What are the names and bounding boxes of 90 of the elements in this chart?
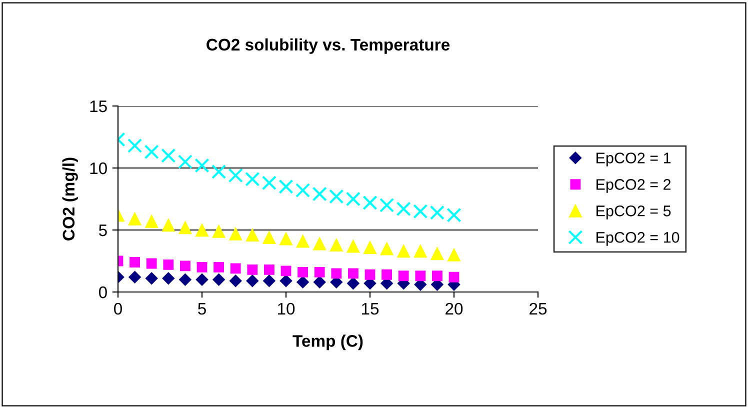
y-tick-label: 10 [90,162,107,174]
point [262,176,276,190]
point [382,269,392,280]
point [246,274,259,288]
point [163,260,174,270]
legend-label: EpCO2 = 1 [596,152,671,166]
point [396,202,411,216]
point [362,195,378,210]
point [364,269,376,280]
point [194,158,210,173]
point [312,186,327,202]
point [229,227,242,240]
legend-label: EpCO2 = 5 [596,206,671,220]
point [180,260,190,272]
point [230,263,241,274]
point [178,154,192,170]
point [329,189,344,204]
point [128,138,142,153]
point [447,248,461,262]
chart-title: CO2 solubility vs. Temperature [206,38,450,54]
point [245,172,260,186]
point [413,204,428,219]
point [346,277,360,290]
x-tick-label: 5 [198,303,206,315]
point [145,214,158,228]
point [264,264,274,275]
point [145,272,158,285]
point [314,266,325,278]
point [212,224,226,238]
point [448,272,460,282]
point [195,223,209,237]
point [430,205,444,220]
point [313,237,326,250]
x-tick-label: 10 [278,302,295,315]
point [196,262,208,272]
point [246,228,259,242]
point [280,274,292,288]
point [346,192,360,206]
point [432,270,442,282]
y-tick-label: 15 [90,100,107,112]
point [262,274,276,288]
point [296,276,310,288]
legend-label: EpCO2 = 10 [596,232,680,246]
point [262,230,276,244]
point [279,232,293,246]
point [162,272,175,285]
point [162,218,175,232]
point [346,240,360,253]
point [212,273,226,286]
point [178,220,192,234]
point [128,270,142,284]
x-axis-title: Temp (C) [292,334,363,350]
y-axis-title: CO2 (mg/l) [62,158,78,240]
legend-label: EpCO2 = 2 [596,179,671,193]
point [415,270,426,282]
x-tick-label: 20 [446,302,463,315]
point [296,183,310,198]
point [330,238,343,252]
point [278,179,294,194]
point [414,244,427,258]
point [380,198,394,212]
point [146,258,157,269]
point [430,246,444,260]
point [144,144,159,160]
point [228,168,243,183]
point [398,270,409,282]
point [397,244,410,258]
point [229,274,242,288]
point [212,164,226,180]
x-tick-label: 0 [114,302,122,315]
point [247,264,258,275]
point [331,268,342,279]
point [363,240,377,254]
point [214,262,224,272]
point [178,273,192,286]
y-tick-label: 0 [98,286,107,298]
point [161,148,176,163]
y-tick-label: 5 [98,224,107,236]
point [298,266,308,278]
point [446,208,462,222]
point [128,212,142,226]
point [380,242,394,256]
point [130,257,140,268]
point [296,234,310,248]
x-tick-label: 15 [362,303,379,315]
x-tick-label: 25 [530,302,547,315]
point [313,276,326,288]
point [280,266,292,276]
point [348,268,358,279]
point [196,273,208,286]
